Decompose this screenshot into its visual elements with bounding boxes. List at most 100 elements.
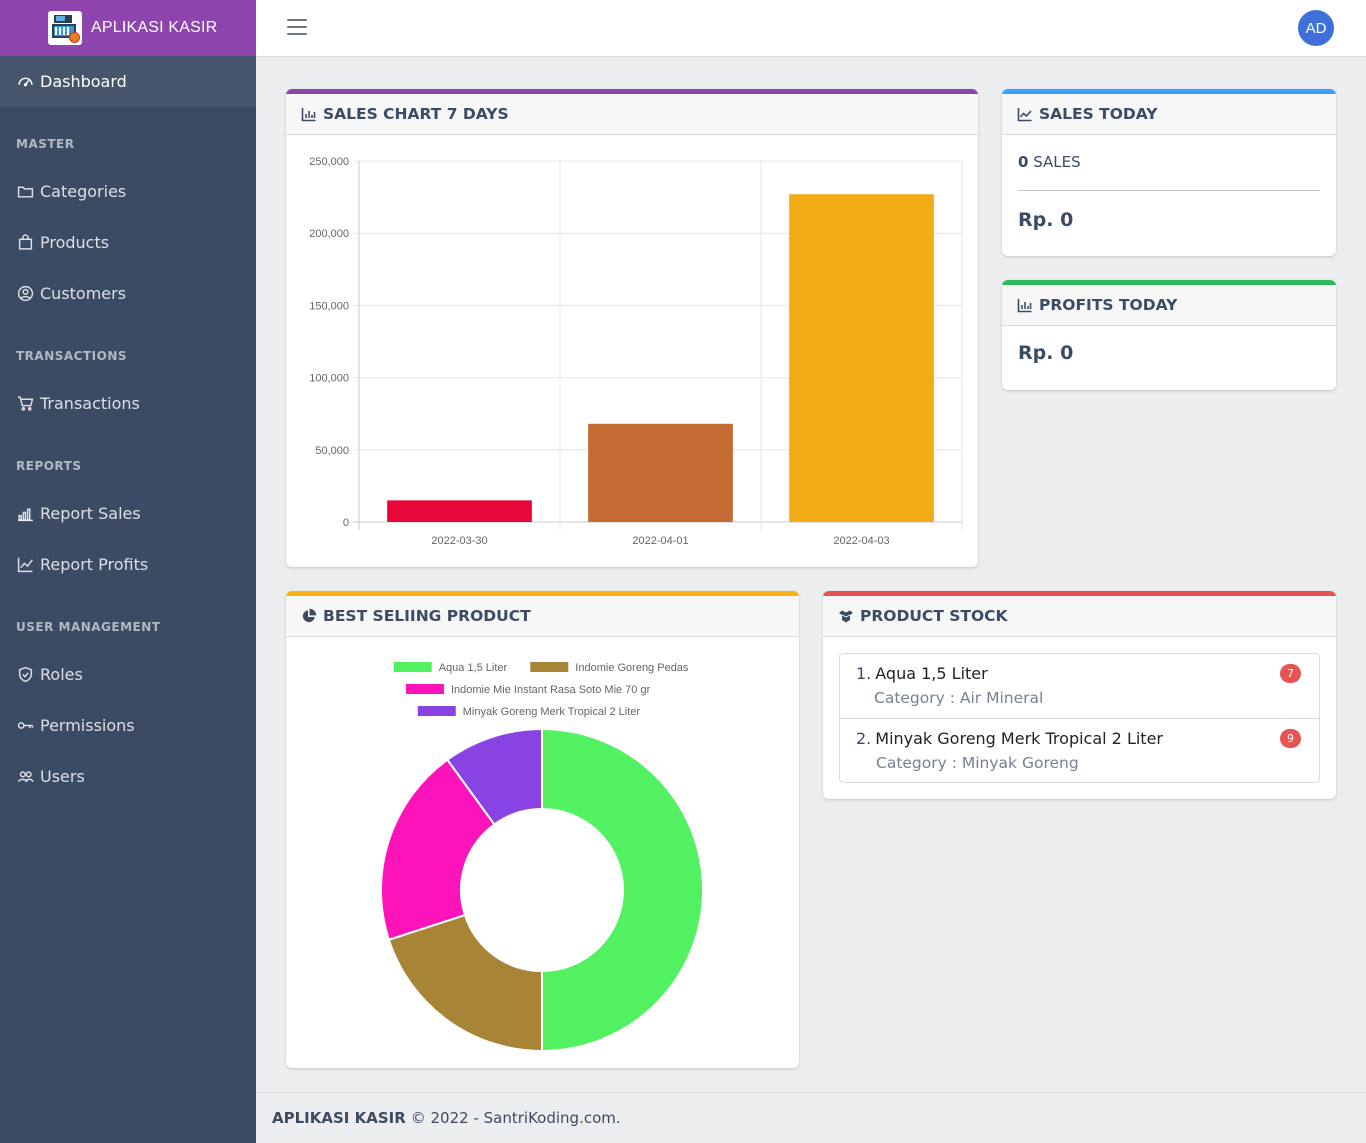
top-header: AD (256, 0, 1366, 57)
card-header: SALES TODAY (1002, 94, 1336, 135)
footer: APLIKASI KASIR © 2022 - SantriKoding.com… (256, 1092, 1366, 1143)
stock-list: 1. Aqua 1,5 Liter Category : Air Mineral … (839, 653, 1320, 783)
card-accent-bar (1002, 280, 1336, 285)
card-title: PROFITS TODAY (1039, 296, 1178, 314)
card-accent-bar (823, 591, 1336, 596)
line-chart-icon (1017, 106, 1033, 122)
stock-badge: 9 (1280, 729, 1301, 748)
sidebar-item-customers[interactable]: Customers (0, 268, 256, 319)
sidebar-item-roles[interactable]: Roles (0, 649, 256, 700)
sidebar: APLIKASI KASIR Dashboard MASTER Categori… (0, 0, 256, 1143)
donut-slice (541, 727, 704, 1053)
sales-today-card: SALES TODAY 0 SALES Rp. 0 (1002, 89, 1336, 256)
item-name: Aqua 1,5 Liter (875, 664, 988, 683)
card-header: BEST SELIING PRODUCT (286, 596, 799, 637)
sidebar-item-report-profits[interactable]: Report Profits (0, 539, 256, 590)
pie-chart-icon (301, 608, 317, 624)
sidebar-item-label: Categories (40, 182, 127, 201)
item-name: Minyak Goreng Merk Tropical 2 Liter (875, 729, 1163, 748)
card-title: BEST SELIING PRODUCT (323, 607, 531, 625)
legend-swatch (393, 662, 432, 672)
legend-label: Minyak Goreng Merk Tropical 2 Liter (463, 706, 641, 718)
sidebar-item-label: Permissions (40, 716, 135, 735)
donut-slice (387, 913, 543, 1053)
sidebar-item-label: Customers (40, 284, 127, 303)
sidebar-section-user-management: USER MANAGEMENT (16, 620, 161, 634)
sidebar-item-label: Transactions (40, 394, 140, 413)
sales-count: 0 SALES (1018, 153, 1320, 191)
speedometer-icon (16, 73, 34, 91)
sidebar-item-permissions[interactable]: Permissions (0, 700, 256, 751)
item-number: 1. (856, 664, 872, 683)
card-accent-bar (286, 591, 799, 596)
y-tick-label: 250,000 (309, 156, 349, 168)
item-number: 2. (856, 729, 872, 748)
sales-amount: Rp. 0 (1018, 209, 1074, 231)
sales-bar-chart: 0 50,000 100,000 150,000 200,000 250,000 2022-… (309, 156, 963, 547)
footer-brand: APLIKASI KASIR (272, 1109, 406, 1127)
legend-swatch (530, 662, 569, 672)
sidebar-item-label: Report Sales (40, 504, 141, 523)
list-item[interactable]: 1. Aqua 1,5 Liter Category : Air Mineral … (840, 654, 1319, 718)
bar-chart-icon (301, 106, 317, 122)
x-tick-label: 2022-04-03 (833, 535, 889, 547)
item-category: Category : Air Mineral (874, 689, 1044, 707)
boxes-icon (838, 608, 854, 624)
sidebar-item-label: Roles (40, 665, 83, 684)
user-circle-icon (16, 285, 34, 303)
sidebar-section-transactions: TRANSACTIONS (16, 349, 128, 363)
legend-label: Indomie Goreng Pedas (575, 662, 689, 674)
bar (789, 194, 934, 522)
y-tick-label: 50,000 (315, 445, 349, 457)
sidebar-item-transactions[interactable]: Transactions (0, 378, 256, 429)
best-selling-card: BEST SELIING PRODUCT Aqua 1,5 Liter Indom… (286, 591, 799, 1068)
sidebar-item-label: Dashboard (40, 72, 127, 91)
sidebar-item-categories[interactable]: Categories (0, 166, 256, 217)
shopping-bag-icon (16, 234, 34, 252)
card-header: SALES CHART 7 DAYS (286, 94, 978, 135)
card-accent-bar (1002, 89, 1336, 94)
line-chart-icon (16, 556, 34, 574)
bar (387, 500, 532, 522)
item-category: Category : Minyak Goreng (876, 754, 1079, 772)
sidebar-item-label: Users (40, 767, 85, 786)
sales-count-value: 0 (1018, 153, 1029, 171)
card-title: SALES TODAY (1039, 105, 1158, 123)
card-accent-bar (286, 89, 978, 94)
sidebar-section-master: MASTER (16, 137, 75, 151)
shield-icon (16, 666, 34, 684)
sidebar-item-label: Products (40, 233, 110, 252)
y-tick-label: 200,000 (309, 228, 349, 240)
brand-title: APLIKASI KASIR (91, 19, 218, 36)
list-item[interactable]: 2. Minyak Goreng Merk Tropical 2 Liter Ca… (840, 718, 1319, 782)
sidebar-item-dashboard[interactable]: Dashboard (0, 56, 256, 107)
bar-chart-icon (16, 505, 34, 523)
card-title: PRODUCT STOCK (860, 607, 1008, 625)
sidebar-item-users[interactable]: Users (0, 751, 256, 802)
user-avatar[interactable]: AD (1298, 10, 1334, 46)
product-stock-card: PRODUCT STOCK 1. Aqua 1,5 Liter Category … (823, 591, 1336, 799)
legend-swatch (405, 684, 444, 694)
brand[interactable]: APLIKASI KASIR (0, 0, 256, 56)
card-header: PROFITS TODAY (1002, 285, 1336, 326)
footer-text: © 2022 - SantriKoding.com. (410, 1109, 621, 1127)
sidebar-item-label: Report Profits (40, 555, 149, 574)
sidebar-item-products[interactable]: Products (0, 217, 256, 268)
profits-amount: Rp. 0 (1018, 342, 1074, 364)
legend-label: Indomie Mie Instant Rasa Soto Mie 70 gr (451, 684, 651, 696)
donut-slice (445, 727, 543, 826)
y-tick-label: 0 (343, 517, 349, 529)
bar (588, 423, 733, 522)
sidebar-section-reports: REPORTS (16, 459, 82, 473)
people-icon (16, 768, 34, 786)
best-selling-donut-chart: Aqua 1,5 Liter Indomie Goreng Pedas Indomi… (380, 662, 704, 1053)
card-header: PRODUCT STOCK (823, 596, 1336, 637)
folder-icon (16, 183, 34, 201)
x-tick-label: 2022-03-30 (431, 535, 487, 547)
y-tick-label: 100,000 (309, 373, 349, 385)
y-tick-label: 150,000 (309, 300, 349, 312)
card-title: SALES CHART 7 DAYS (323, 105, 509, 123)
profits-today-card: PROFITS TODAY Rp. 0 (1002, 280, 1336, 390)
hamburger-menu-icon[interactable] (287, 19, 307, 37)
sidebar-item-report-sales[interactable]: Report Sales (0, 488, 256, 539)
